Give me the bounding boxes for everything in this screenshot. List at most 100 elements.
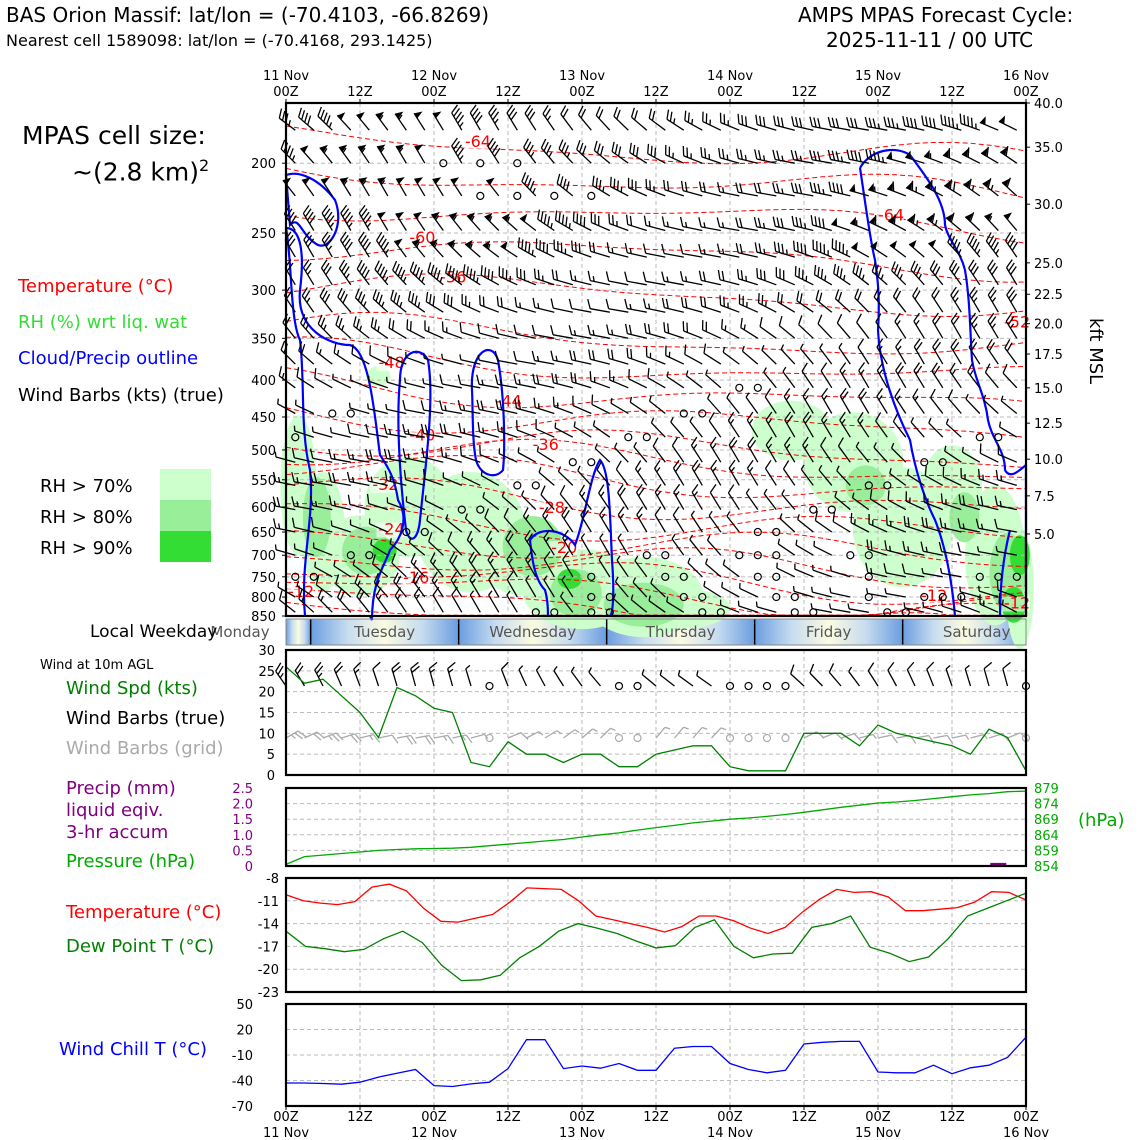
barb-full: [910, 260, 916, 271]
barb-full: [892, 412, 899, 422]
barb-staff: [682, 280, 703, 286]
barb-half: [965, 393, 969, 400]
barb-full: [391, 553, 396, 564]
barb-half: [915, 186, 917, 193]
wind-barb: [466, 212, 481, 231]
barb-full: [551, 372, 555, 383]
barb-half: [328, 122, 333, 128]
barb-half: [435, 215, 440, 221]
barb-full: [893, 264, 899, 274]
barb-half: [476, 277, 479, 283]
wind-barb: [801, 362, 814, 389]
barb-full: [528, 243, 531, 254]
barb-half: [708, 153, 711, 160]
wind-barb: [995, 546, 1017, 556]
cell-size-value-text: ~(2.8 km): [72, 157, 199, 187]
barb-pennant: [979, 116, 986, 125]
barb-half: [896, 395, 901, 401]
barb-full: [491, 144, 499, 154]
wind-barb: [790, 182, 814, 197]
barb-full: [335, 574, 340, 585]
temperature-contour: [285, 241, 1027, 283]
barb-pennant: [447, 239, 456, 248]
barb-half: [804, 395, 809, 401]
barb-half: [859, 419, 864, 425]
barb-full: [599, 145, 604, 156]
barb-half: [836, 465, 840, 471]
wind-barb: [552, 396, 574, 415]
barb-staff: [441, 409, 462, 415]
wind-barb: [339, 177, 352, 197]
barb-staff: [687, 562, 703, 578]
barb-staff: [629, 401, 648, 415]
barb-half: [853, 519, 856, 525]
wind-barb: [926, 661, 935, 687]
wind-barb: [560, 105, 574, 131]
barb-full: [934, 341, 942, 351]
rh-legend-swatch: [160, 469, 211, 500]
temperature-label: -12: [921, 586, 947, 605]
barb-staff: [386, 433, 407, 438]
calm-marker: [975, 572, 984, 581]
wind-barb: [605, 298, 629, 313]
wind-barb: [459, 354, 481, 365]
barb-full: [905, 491, 907, 502]
barb-staff: [338, 146, 352, 164]
barb-half: [451, 242, 456, 249]
barb-full: [364, 215, 372, 224]
wind-barb: [698, 592, 707, 602]
barb-staff: [671, 538, 685, 556]
wind-barb: [884, 588, 906, 598]
barb-staff: [442, 383, 462, 389]
wind-barb: [614, 681, 624, 691]
model-title: AMPS MPAS Forecast Cycle:: [798, 3, 1074, 27]
weekday-band: [310, 619, 459, 645]
barb-staff: [525, 579, 537, 598]
barb-half: [945, 418, 949, 425]
wind-barb: [521, 490, 537, 511]
wind-barb: [647, 367, 666, 389]
barb-full: [587, 298, 591, 309]
barb-staff: [689, 420, 703, 438]
wind-barb: [1005, 259, 1018, 286]
barb-staff: [627, 307, 647, 313]
barb-half: [800, 464, 805, 470]
wind-barb: [747, 436, 759, 463]
barb-half: [570, 666, 575, 672]
wind-barb: [611, 141, 629, 164]
barb-pennant: [300, 145, 309, 153]
barb-staff: [947, 397, 962, 414]
wind-barb: [426, 515, 444, 533]
wind-barb: [710, 459, 722, 486]
barb-staff: [943, 184, 962, 197]
barb-full: [970, 117, 973, 128]
cloud-outline: [397, 350, 432, 540]
barb-staff: [314, 377, 333, 389]
barb-staff: [1004, 240, 1018, 258]
barb-staff: [671, 445, 685, 463]
barb-full: [667, 323, 670, 334]
barb-half: [278, 523, 281, 529]
barb-full: [617, 506, 625, 516]
wind-barb: [378, 734, 399, 744]
barb-full: [321, 204, 329, 214]
barb-pennant: [906, 181, 913, 191]
wind-barb: [650, 577, 666, 598]
barb-staff: [980, 452, 999, 463]
wind-barb: [339, 231, 353, 258]
wind-barb: [948, 259, 962, 286]
barb-full: [493, 147, 501, 157]
barb-staff: [707, 398, 722, 414]
barb-full: [679, 243, 684, 254]
barb-staff: [480, 274, 500, 286]
wind-barb: [696, 670, 712, 687]
barb-staff: [738, 278, 758, 286]
wind-barb: [469, 590, 481, 613]
barb-staff: [811, 159, 832, 164]
barb-staff: [965, 398, 981, 414]
barb-half: [670, 416, 674, 423]
barb-full: [433, 267, 438, 278]
barb-full: [813, 150, 817, 161]
barb-staff: [912, 295, 925, 313]
barb-half: [594, 443, 598, 449]
